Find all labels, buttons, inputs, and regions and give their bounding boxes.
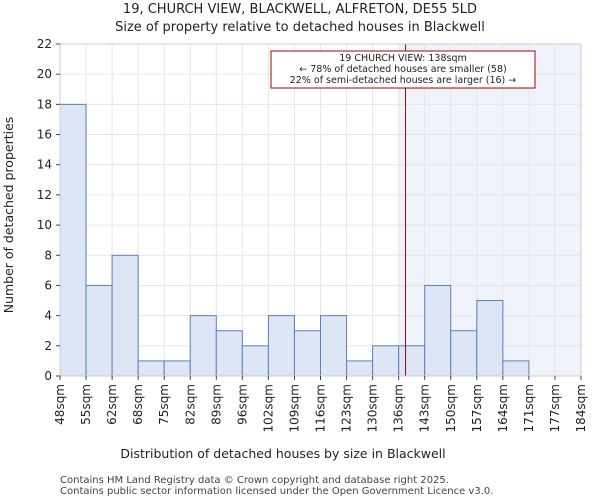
x-tick-label-171sqm: 171sqm [522,384,536,432]
annotation-line-3: 22% of semi-detached houses are larger (… [290,75,517,86]
y-tick-label-22: 22 [37,37,52,51]
bar-102sqm [267,315,295,377]
y-tick-label-14: 14 [37,158,52,172]
bar-157sqm [476,300,504,377]
chart-title: 19, CHURCH VIEW, BLACKWELL, ALFRETON, DE… [123,2,477,17]
x-tick-label-143sqm: 143sqm [418,384,432,432]
x-axis-label: Distribution of detached houses by size … [120,446,445,461]
annotation-box: 19 CHURCH VIEW: 138sqm ← 78% of detached… [270,50,536,89]
y-tick-label-10: 10 [37,218,52,232]
y-axis-ticks: 0 2 4 6 8 10 12 14 16 18 20 22 [37,37,60,383]
x-tick-label-184sqm: 184sqm [574,384,588,432]
x-tick-label-109sqm: 109sqm [287,384,301,432]
y-tick-label-2: 2 [44,339,52,353]
bar-89sqm [215,330,243,377]
annotation-frame [270,50,536,89]
y-tick-label-18: 18 [37,97,52,111]
footer-line-1: Contains HM Land Registry data © Crown c… [60,475,449,486]
bar-150sqm [450,330,478,377]
x-tick-label-68sqm: 68sqm [131,384,145,425]
y-tick-label-8: 8 [44,248,52,262]
x-tick-label-102sqm: 102sqm [261,384,275,432]
bar-62sqm [111,254,139,377]
chart-subtitle: Size of property relative to detached ho… [115,20,485,35]
y-axis-label: Number of detached properties [1,117,16,314]
annotation-line-1: 19 CHURCH VIEW: 138sqm [339,53,467,64]
x-tick-label-177sqm: 177sqm [548,384,562,432]
bar-48sqm [59,103,87,377]
bar-164sqm [502,360,530,377]
annotation-line-2: ← 78% of detached houses are smaller (58… [299,64,506,75]
x-tick-label-89sqm: 89sqm [209,384,223,425]
x-tick-label-123sqm: 123sqm [340,384,354,432]
x-tick-label-82sqm: 82sqm [183,384,197,425]
x-tick-label-157sqm: 157sqm [470,384,484,432]
x-tick-label-150sqm: 150sqm [444,384,458,432]
x-tick-label-116sqm: 116sqm [314,384,328,432]
bar-109sqm [293,330,322,377]
bar-75sqm [163,360,191,377]
bar-55sqm [85,284,113,377]
y-tick-label-16: 16 [37,128,52,142]
x-axis-ticks: 48sqm 55sqm 62sqm 68sqm 75sqm 82sqm 89sqm 96sqm… [53,376,588,432]
x-tick-label-62sqm: 62sqm [105,384,119,425]
bar-130sqm [372,345,400,377]
x-tick-label-164sqm: 164sqm [496,384,510,432]
y-tick-label-0: 0 [44,369,52,383]
x-tick-label-136sqm: 136sqm [392,384,406,432]
bar-123sqm [346,360,374,377]
y-tick-label-6: 6 [44,278,52,292]
bar-96sqm [241,345,269,377]
bar-143sqm [424,284,452,377]
bar-116sqm [320,315,348,377]
x-tick-label-48sqm: 48sqm [53,384,67,425]
bar-68sqm [137,360,165,377]
x-tick-label-96sqm: 96sqm [235,384,249,425]
y-tick-label-4: 4 [44,309,52,323]
bars [59,103,530,377]
y-tick-label-12: 12 [37,188,52,202]
y-tick-label-20: 20 [37,67,52,81]
x-tick-label-130sqm: 130sqm [366,384,380,432]
x-tick-label-55sqm: 55sqm [79,384,93,425]
x-tick-label-75sqm: 75sqm [157,384,171,425]
bar-82sqm [189,315,217,377]
footer-line-2: Contains public sector information licen… [60,486,493,497]
bar-136sqm [398,345,426,377]
